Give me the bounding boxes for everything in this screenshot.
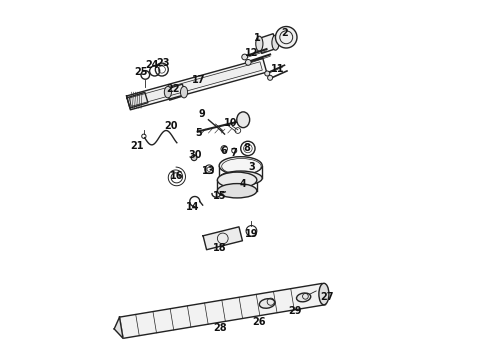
Text: 16: 16 (170, 171, 184, 181)
Text: 11: 11 (270, 64, 284, 74)
Text: 27: 27 (321, 292, 334, 302)
Circle shape (191, 155, 197, 161)
Circle shape (275, 27, 297, 48)
Circle shape (265, 71, 270, 76)
Circle shape (268, 75, 272, 80)
Text: 15: 15 (213, 191, 227, 201)
Text: 10: 10 (224, 118, 238, 128)
Ellipse shape (237, 112, 250, 128)
Text: 8: 8 (244, 143, 250, 153)
Ellipse shape (218, 184, 257, 198)
Polygon shape (166, 84, 186, 100)
Polygon shape (203, 227, 243, 250)
Text: 4: 4 (240, 179, 246, 189)
Text: 29: 29 (289, 306, 302, 316)
Text: 18: 18 (213, 243, 227, 253)
Text: 3: 3 (249, 162, 256, 172)
Text: 9: 9 (198, 109, 205, 119)
Ellipse shape (221, 158, 261, 174)
Text: 26: 26 (252, 317, 266, 327)
Ellipse shape (180, 86, 188, 98)
Circle shape (245, 59, 251, 65)
Ellipse shape (219, 171, 262, 185)
Ellipse shape (218, 172, 257, 188)
Ellipse shape (272, 35, 279, 50)
Polygon shape (114, 317, 123, 338)
Polygon shape (127, 93, 148, 108)
Polygon shape (126, 58, 267, 110)
Polygon shape (257, 34, 278, 53)
Ellipse shape (319, 283, 329, 305)
Polygon shape (129, 62, 262, 106)
Text: 2: 2 (281, 28, 288, 38)
Text: 13: 13 (202, 166, 216, 176)
Text: 12: 12 (245, 48, 259, 58)
Ellipse shape (164, 86, 171, 98)
Text: 21: 21 (131, 141, 144, 151)
Ellipse shape (256, 36, 263, 51)
Text: 5: 5 (195, 129, 202, 138)
Text: 24: 24 (145, 60, 158, 70)
Text: 28: 28 (213, 323, 227, 333)
Text: 1: 1 (254, 33, 261, 43)
Text: 17: 17 (192, 75, 205, 85)
Ellipse shape (296, 293, 311, 302)
Text: 30: 30 (188, 150, 201, 160)
Text: 14: 14 (186, 202, 200, 212)
Ellipse shape (219, 157, 262, 175)
Text: 22: 22 (167, 84, 180, 94)
Text: 25: 25 (134, 67, 148, 77)
Polygon shape (120, 283, 326, 338)
Text: 19: 19 (245, 229, 259, 239)
Ellipse shape (259, 299, 275, 308)
Text: 6: 6 (220, 146, 227, 156)
Text: 20: 20 (165, 121, 178, 131)
Text: 23: 23 (156, 58, 169, 68)
Circle shape (242, 54, 247, 60)
Text: 7: 7 (231, 148, 238, 158)
